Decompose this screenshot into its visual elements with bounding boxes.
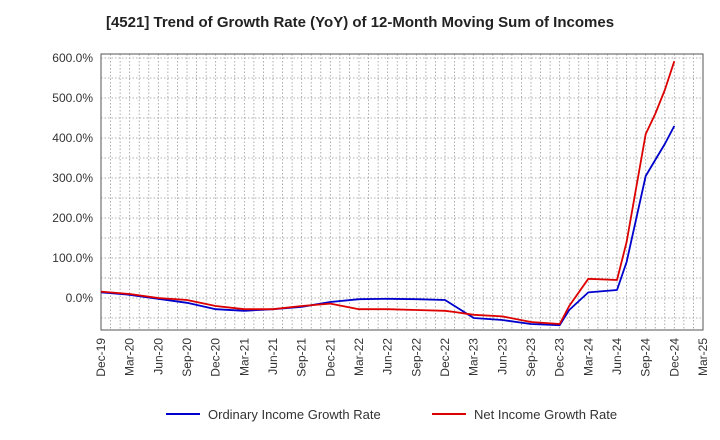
legend-item-0: Ordinary Income Growth Rate [166, 407, 381, 422]
x-tick-label: Mar-20 [123, 338, 137, 376]
x-tick-label: Sep-24 [639, 338, 653, 377]
x-tick-label: Mar-24 [581, 338, 595, 376]
x-tick-label: Mar-21 [237, 338, 251, 376]
x-tick-label: Sep-22 [409, 338, 423, 377]
series-line-1 [100, 60, 676, 325]
x-tick-label: Dec-23 [553, 338, 567, 377]
y-tick-label: 100.0% [52, 251, 93, 265]
x-tick-label: Sep-23 [524, 338, 538, 377]
x-tick-label: Sep-20 [180, 338, 194, 377]
x-tick-label: Sep-21 [295, 338, 309, 377]
x-tick-label: Dec-22 [438, 338, 452, 377]
x-tick-label: Jun-22 [381, 338, 395, 375]
x-tick-label: Jun-21 [266, 338, 280, 375]
y-tick-label: 0.0% [66, 291, 94, 305]
x-tick-label: Mar-22 [352, 338, 366, 376]
plot-area [101, 54, 703, 330]
plot-border [100, 53, 704, 331]
x-tick-label: Dec-19 [94, 338, 108, 377]
chart-title: [4521] Trend of Growth Rate (YoY) of 12-… [105, 14, 615, 31]
x-tick-label: Dec-20 [209, 338, 223, 377]
x-tick-label: Jun-24 [610, 338, 624, 375]
legend-label: Ordinary Income Growth Rate [208, 407, 381, 422]
y-tick-label: 500.0% [52, 91, 93, 105]
x-tick-label: Dec-21 [323, 338, 337, 377]
y-tick-label: 300.0% [52, 171, 93, 185]
x-tick-label: Jun-23 [495, 338, 509, 375]
x-tick-label: Mar-23 [467, 338, 481, 376]
y-tick-label: 600.0% [52, 51, 93, 65]
x-tick-label: Mar-25 [696, 338, 710, 376]
legend-item-1: Net Income Growth Rate [432, 407, 617, 422]
x-tick-label: Jun-20 [151, 338, 165, 375]
y-tick-label: 200.0% [52, 211, 93, 225]
legend-label: Net Income Growth Rate [474, 407, 617, 422]
y-tick-label: 400.0% [52, 131, 93, 145]
series-line-0 [100, 125, 676, 327]
x-tick-label: Dec-24 [667, 338, 681, 377]
